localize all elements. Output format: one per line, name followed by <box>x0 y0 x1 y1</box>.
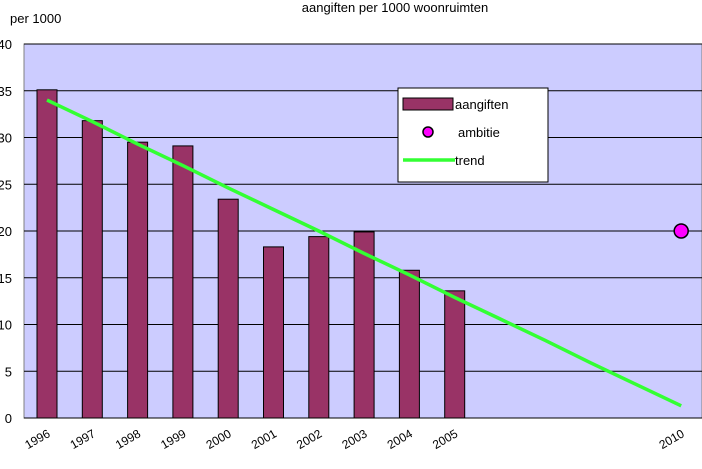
x-tick-label: 2005 <box>430 426 460 452</box>
bar <box>81 120 103 419</box>
legend-swatch <box>422 126 434 138</box>
x-tick-label: 2001 <box>249 426 279 452</box>
y-tick-label: 35 <box>0 84 12 99</box>
bar <box>172 145 194 419</box>
ambition-point <box>673 223 689 239</box>
legend-label: ambitie <box>458 125 500 140</box>
bar <box>217 198 239 419</box>
bar <box>398 269 420 419</box>
bar <box>353 231 375 419</box>
y-tick-label: 30 <box>0 131 12 146</box>
legend-box <box>397 87 549 183</box>
x-tick-label: 2002 <box>294 426 324 452</box>
chart-title: aangiften per 1000 woonruimten <box>302 0 488 15</box>
x-tick-label: 2004 <box>385 426 415 452</box>
x-tick-label: 1997 <box>68 426 98 452</box>
legend: aangiften ambitie trend <box>397 87 549 183</box>
y-tick-label: 15 <box>0 271 12 286</box>
bar <box>444 290 466 419</box>
bar <box>263 246 284 419</box>
bar <box>127 141 149 419</box>
y-tick-label: 10 <box>0 318 12 333</box>
x-tick-label: 1999 <box>158 426 188 452</box>
x-tick-label: 2010 <box>657 426 687 452</box>
y-tick-label: 5 <box>5 364 12 379</box>
y-tick-label: 20 <box>0 224 12 239</box>
trend-line <box>46 98 682 408</box>
x-tick-label: 2003 <box>339 426 369 452</box>
legend-label: trend <box>455 153 485 168</box>
bar <box>36 89 58 419</box>
y-tick-label: 40 <box>0 37 12 52</box>
legend-swatch <box>402 97 454 111</box>
x-tick-label: 2000 <box>204 426 234 452</box>
x-tick-label: 1996 <box>22 426 52 452</box>
y-tick-label: 0 <box>5 411 12 426</box>
x-tick-label: 1998 <box>113 426 143 452</box>
y-tick-label: 25 <box>0 177 12 192</box>
legend-label: aangiften <box>455 97 509 112</box>
y-axis-label: per 1000 <box>10 11 61 26</box>
bar <box>308 236 330 419</box>
